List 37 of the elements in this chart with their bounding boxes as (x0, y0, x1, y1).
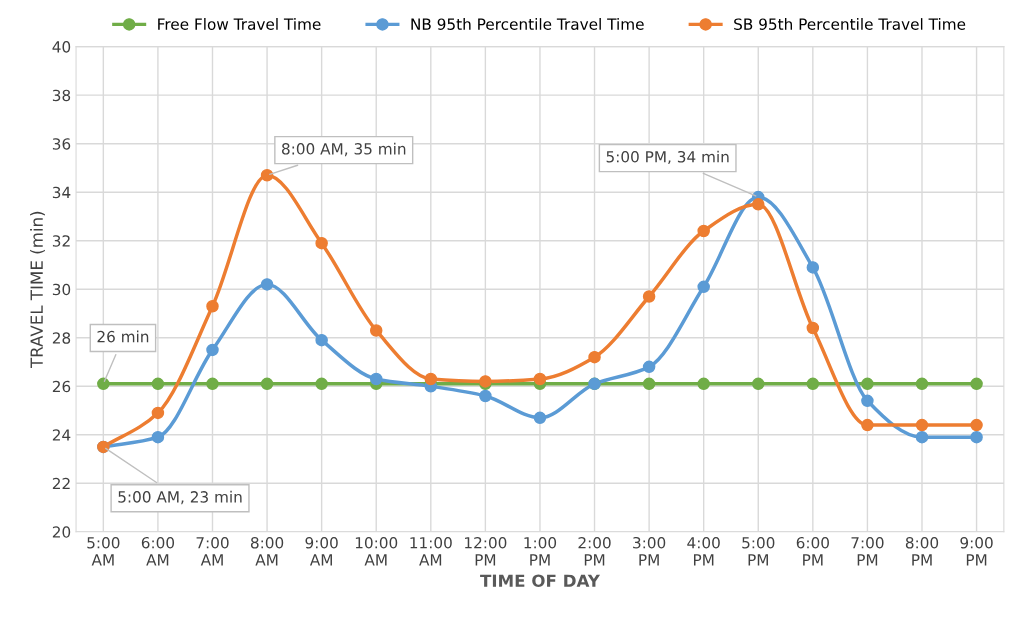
x-tick-label: 3:00 PM (633, 536, 666, 566)
x-tick-label: 6:00 PM (796, 536, 829, 566)
y-tick-label: 22 (52, 477, 70, 490)
x-tick-label: 7:00 PM (851, 536, 884, 566)
y-tick-label: 32 (52, 235, 70, 247)
x-tick-label: 9:00 PM (960, 536, 993, 566)
legend-label: Free Flow Travel Time (158, 18, 321, 30)
x-tick-label: 12:00 PM (465, 536, 507, 566)
x-tick-label: 2:00 PM (578, 536, 611, 566)
y-tick-label: 24 (52, 429, 71, 441)
y-tick-label: 28 (52, 332, 71, 344)
y-tick-label: 30 (52, 283, 71, 296)
x-tick-label: 11:00 AM (410, 536, 452, 566)
x-tick-label: 1:00 PM (524, 536, 557, 566)
y-tick-label: 34 (52, 186, 71, 199)
annotation: 5:00 PM, 34 min (606, 150, 729, 165)
x-tick-label: 7:00 AM (196, 536, 229, 566)
y-tick-label: 36 (52, 138, 71, 150)
y-tick-label: 40 (52, 41, 71, 53)
x-tick-label: 10:00 AM (355, 536, 398, 566)
x-tick-label: 6:00 AM (141, 536, 175, 566)
x-tick-label: 8:00 AM (250, 536, 284, 566)
x-tick-label: 5:00 PM (742, 536, 775, 566)
y-tick-label: 26 (52, 380, 71, 393)
y-tick-label: 20 (52, 526, 71, 538)
legend-label: SB 95th Percentile Travel Time (734, 18, 966, 30)
x-tick-label: 4:00 PM (687, 536, 720, 566)
annotation: 5:00 AM, 23 min (118, 490, 242, 505)
legend-label: NB 95th Percentile Travel Time (411, 18, 644, 30)
y-axis-title: TRAVEL TIME (min) (30, 211, 45, 369)
y-tick-label: 38 (52, 89, 71, 102)
annotation: 8:00 AM, 35 min (281, 142, 406, 157)
annotation: 26 min (97, 330, 149, 343)
x-tick-label: 9:00 AM (305, 536, 338, 566)
x-axis-title: TIME OF DAY (480, 574, 601, 588)
x-tick-label: 5:00 AM (87, 536, 120, 566)
x-tick-label: 8:00 PM (905, 536, 939, 566)
